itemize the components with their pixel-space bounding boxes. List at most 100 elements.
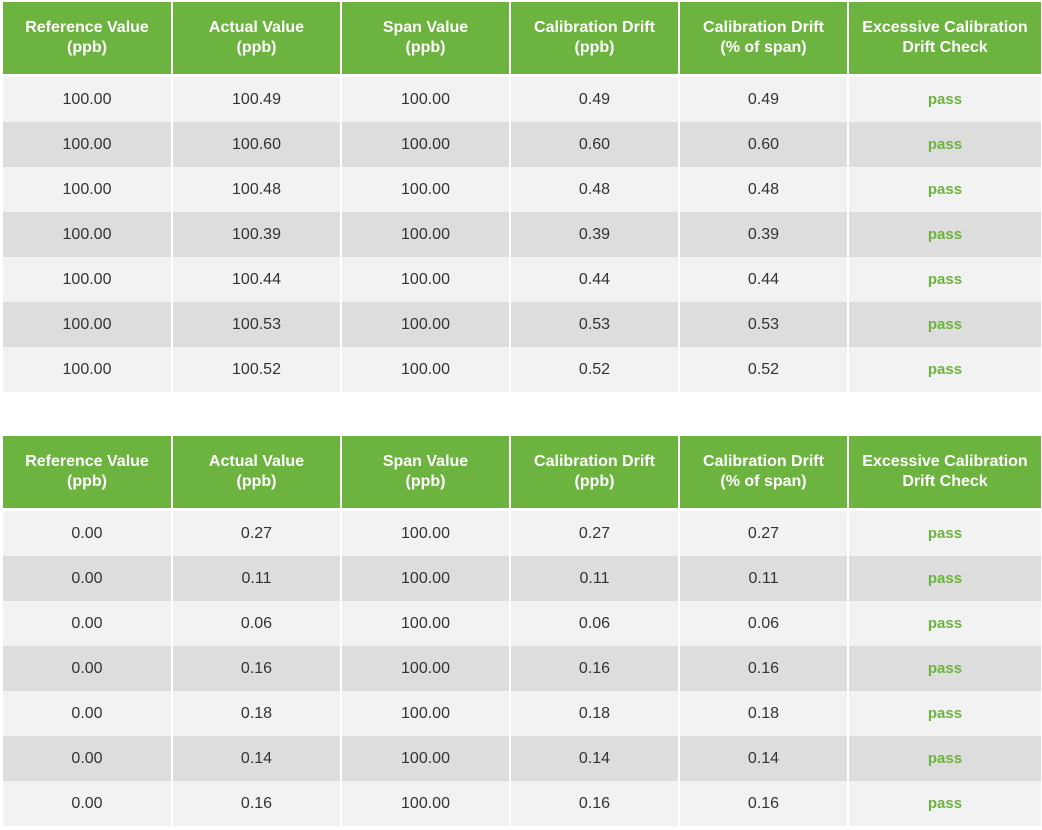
cell-span-value: 100.00 [341,212,511,257]
table-body: 100.00 100.49 100.00 0.49 0.49 pass 100.00 100.… [3,75,1041,392]
cell-actual-value: 0.27 [172,509,342,556]
cell-calibration-drift-percent: 0.18 [679,691,849,736]
cell-calibration-drift-ppb: 0.16 [510,646,680,691]
header-label-line: (ppb) [236,39,277,56]
cell-calibration-drift-percent: 0.06 [679,601,849,646]
cell-drift-check-status: pass [848,302,1041,347]
header-row: Reference Value (ppb) Actual Value (ppb) Spa… [3,2,1041,77]
cell-drift-check-status: pass [848,601,1041,646]
cell-calibration-drift-ppb: 0.11 [510,556,680,601]
table-row: 100.00 100.44 100.00 0.44 0.44 pass [3,257,1041,302]
cell-reference-value: 0.00 [3,556,173,601]
header-label-line: Reference Value [25,453,149,470]
cell-drift-check-status: pass [848,257,1041,302]
table-header: Reference Value (ppb) Actual Value (ppb) Spa… [3,2,1041,77]
cell-reference-value: 100.00 [3,75,173,122]
table-body: 0.00 0.27 100.00 0.27 0.27 pass 0.00 0.11 100.00… [3,509,1041,826]
cell-span-value: 100.00 [341,646,511,691]
cell-reference-value: 0.00 [3,736,173,781]
cell-reference-value: 100.00 [3,167,173,212]
header-label-line: Excessive Calibration [862,19,1028,36]
cell-drift-check-status: pass [848,347,1041,392]
table-row: 100.00 100.48 100.00 0.48 0.48 pass [3,167,1041,212]
cell-reference-value: 100.00 [3,212,173,257]
header-span-value: Span Value (ppb) [341,436,511,511]
cell-calibration-drift-percent: 0.53 [679,302,849,347]
header-label-line: Actual Value [208,453,305,470]
header-excessive-drift-check: Excessive Calibration Drift Check [848,2,1041,77]
table-row: 100.00 100.49 100.00 0.49 0.49 pass [3,75,1041,122]
header-label-line: (ppb) [574,39,615,56]
cell-calibration-drift-ppb: 0.52 [510,347,680,392]
table-row: 100.00 100.53 100.00 0.53 0.53 pass [3,302,1041,347]
table-row: 0.00 0.16 100.00 0.16 0.16 pass [3,781,1041,826]
cell-drift-check-status: pass [848,122,1041,167]
cell-span-value: 100.00 [341,75,511,122]
cell-calibration-drift-percent: 0.16 [679,781,849,826]
cell-actual-value: 0.14 [172,736,342,781]
header-actual-value: Actual Value (ppb) [172,436,342,511]
table-row: 100.00 100.39 100.00 0.39 0.39 pass [3,212,1041,257]
cell-calibration-drift-ppb: 0.27 [510,509,680,556]
cell-calibration-drift-ppb: 0.18 [510,691,680,736]
cell-calibration-drift-ppb: 0.48 [510,167,680,212]
header-label-line: Calibration Drift [703,453,824,470]
header-label-line: (% of span) [720,473,807,490]
header-label-line: (ppb) [405,473,446,490]
cell-reference-value: 100.00 [3,257,173,302]
cell-actual-value: 0.16 [172,646,342,691]
cell-reference-value: 100.00 [3,347,173,392]
header-calibration-drift-percent: Calibration Drift (% of span) [679,2,849,77]
cell-calibration-drift-ppb: 0.60 [510,122,680,167]
header-span-value: Span Value (ppb) [341,2,511,77]
cell-reference-value: 0.00 [3,509,173,556]
header-label-line: Drift Check [902,39,988,56]
cell-calibration-drift-percent: 0.11 [679,556,849,601]
cell-actual-value: 100.44 [172,257,342,302]
header-label-line: Span Value [382,453,469,470]
cell-span-value: 100.00 [341,509,511,556]
cell-span-value: 100.00 [341,347,511,392]
header-calibration-drift-ppb: Calibration Drift (ppb) [510,436,680,511]
cell-actual-value: 100.39 [172,212,342,257]
cell-span-value: 100.00 [341,781,511,826]
cell-span-value: 100.00 [341,302,511,347]
cell-drift-check-status: pass [848,691,1041,736]
table-row: 0.00 0.27 100.00 0.27 0.27 pass [3,509,1041,556]
cell-calibration-drift-ppb: 0.39 [510,212,680,257]
table-row: 0.00 0.14 100.00 0.14 0.14 pass [3,736,1041,781]
cell-span-value: 100.00 [341,167,511,212]
cell-drift-check-status: pass [848,736,1041,781]
cell-calibration-drift-percent: 0.60 [679,122,849,167]
table-row: 100.00 100.52 100.00 0.52 0.52 pass [3,347,1041,392]
header-label-line: Drift Check [902,473,988,490]
cell-drift-check-status: pass [848,212,1041,257]
header-label-line: (% of span) [720,39,807,56]
header-label-line: Calibration Drift [703,19,824,36]
cell-calibration-drift-percent: 0.14 [679,736,849,781]
cell-drift-check-status: pass [848,646,1041,691]
cell-reference-value: 100.00 [3,302,173,347]
table-row: 0.00 0.11 100.00 0.11 0.11 pass [3,556,1041,601]
cell-calibration-drift-ppb: 0.53 [510,302,680,347]
header-calibration-drift-percent: Calibration Drift (% of span) [679,436,849,511]
header-label-line: Excessive Calibration [862,453,1028,470]
table-row: 0.00 0.18 100.00 0.18 0.18 pass [3,691,1041,736]
cell-span-value: 100.00 [341,691,511,736]
header-reference-value: Reference Value (ppb) [3,2,173,77]
header-label-line: (ppb) [67,39,107,56]
cell-actual-value: 100.49 [172,75,342,122]
cell-drift-check-status: pass [848,167,1041,212]
cell-drift-check-status: pass [848,556,1041,601]
cell-actual-value: 0.06 [172,601,342,646]
header-label-line: Actual Value [208,19,305,36]
cell-reference-value: 0.00 [3,601,173,646]
cell-reference-value: 0.00 [3,781,173,826]
cell-actual-value: 0.16 [172,781,342,826]
cell-reference-value: 100.00 [3,122,173,167]
cell-span-value: 100.00 [341,736,511,781]
header-label-line: Reference Value [25,19,149,36]
cell-reference-value: 0.00 [3,646,173,691]
cell-calibration-drift-percent: 0.16 [679,646,849,691]
table-row: 0.00 0.06 100.00 0.06 0.06 pass [3,601,1041,646]
